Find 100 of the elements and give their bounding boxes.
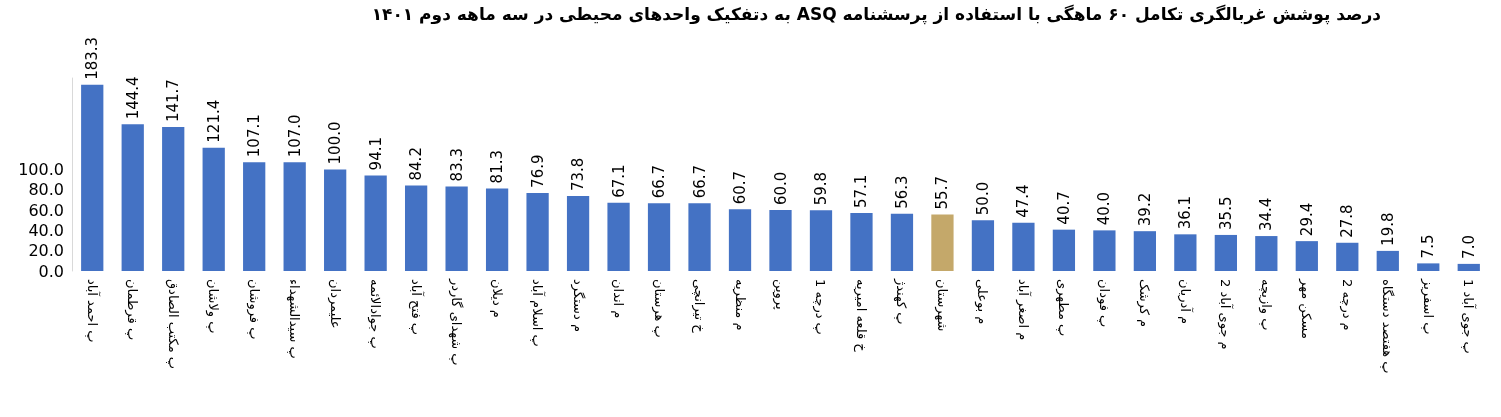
data-label: 35.5 bbox=[1216, 196, 1235, 230]
x-tick-label: پ اسلام آباد bbox=[530, 279, 547, 347]
x-tick-label: م آدریان bbox=[1176, 279, 1194, 324]
x-tick-label: پ هفتصد دستگاه bbox=[1380, 279, 1396, 374]
x-tick-label: م کرشک bbox=[1136, 279, 1153, 328]
data-label: 55.7 bbox=[933, 176, 952, 210]
data-label: 84.2 bbox=[407, 147, 426, 181]
x-tick-label: پ اسفریز bbox=[1419, 278, 1436, 335]
bar bbox=[809, 210, 833, 271]
data-label: 19.8 bbox=[1378, 212, 1397, 246]
x-tick-label: پ احمد آباد bbox=[84, 279, 101, 343]
y-tick-label: 0.0 bbox=[38, 261, 64, 281]
data-label: 66.7 bbox=[690, 164, 709, 199]
bar bbox=[1336, 242, 1359, 271]
x-tick-label: پ فتح آباد bbox=[407, 279, 425, 336]
bar bbox=[1012, 222, 1035, 271]
x-tick-label: م اصغر آباد bbox=[1014, 279, 1032, 341]
x-tick-label: م منظریه bbox=[731, 279, 748, 331]
data-label: 66.7 bbox=[650, 164, 669, 199]
x-tick-label: م دیلان bbox=[489, 279, 505, 318]
x-tick-label: پ جوی آباد 1 bbox=[1460, 279, 1478, 354]
bar bbox=[971, 220, 995, 271]
bar bbox=[1214, 234, 1237, 271]
bar bbox=[728, 209, 752, 271]
data-label: 36.1 bbox=[1176, 195, 1195, 230]
bar bbox=[162, 127, 185, 271]
data-label: 121.4 bbox=[204, 99, 223, 143]
data-label: 100.0 bbox=[326, 121, 345, 165]
data-label: 29.4 bbox=[1297, 202, 1316, 237]
data-label: 60.7 bbox=[731, 170, 750, 205]
data-label: 107.1 bbox=[245, 114, 264, 158]
x-tick-label: پ مکتب الصادق bbox=[164, 279, 181, 370]
data-label: 59.8 bbox=[811, 171, 830, 206]
x-tick-label: پ کهندژ bbox=[893, 278, 910, 325]
bar bbox=[526, 192, 549, 271]
bar bbox=[607, 202, 630, 271]
data-label: 73.8 bbox=[569, 157, 588, 192]
x-tick-label: پروین bbox=[772, 279, 788, 310]
data-label: 60.0 bbox=[771, 171, 790, 206]
bar bbox=[283, 162, 306, 271]
data-label: 39.2 bbox=[1135, 192, 1154, 227]
bar bbox=[1174, 234, 1197, 271]
bar bbox=[405, 185, 428, 271]
x-tick-label: م درچه 2 bbox=[1338, 279, 1355, 331]
bar bbox=[647, 203, 671, 271]
x-tick-label: پ مطهری bbox=[1055, 279, 1072, 337]
x-tick-label: علیمردان bbox=[326, 279, 343, 329]
bar bbox=[445, 186, 468, 271]
data-label: 27.8 bbox=[1338, 204, 1357, 238]
y-tick-label: 40.0 bbox=[28, 220, 64, 240]
x-tick-label: پ سیدالشهداء bbox=[286, 279, 303, 359]
x-tick-label: م جوی آباد 2 bbox=[1217, 279, 1235, 350]
bar bbox=[1052, 229, 1076, 271]
bar bbox=[485, 188, 509, 271]
bar bbox=[364, 175, 387, 271]
x-tick-label: پ ولاشان bbox=[205, 279, 222, 334]
x-tick-label: شهرستان bbox=[933, 279, 950, 332]
data-label: 7.5 bbox=[1419, 234, 1438, 259]
x-tick-label: پ درچه 1 bbox=[812, 279, 829, 335]
x-tick-label: مسکن مهر bbox=[1298, 278, 1315, 339]
bar bbox=[769, 210, 792, 271]
y-tick-label: 20.0 bbox=[28, 241, 64, 261]
x-tick-label: پ هرستان bbox=[650, 279, 667, 338]
data-label: 107.0 bbox=[285, 114, 304, 158]
chart-title: درصد پوشش غربالگری تکامل ۶۰ ماهگی با استفاده از پرسشنامه ASQ به دتفکیک واحدهای محیطی در سه ماهه دوم ۱۴۰۱ bbox=[371, 4, 1381, 24]
bar bbox=[931, 214, 954, 271]
x-tick-label: م بوعلی bbox=[974, 279, 991, 325]
bar bbox=[1376, 250, 1399, 271]
bar bbox=[890, 213, 914, 271]
x-tick-label: پ فودان bbox=[1095, 279, 1112, 328]
x-tick-label: پ فروشان bbox=[245, 279, 262, 340]
x-tick-label: پ قرطمان bbox=[124, 279, 141, 341]
x-tick-label: پ جوادالائمه bbox=[367, 279, 384, 349]
y-tick-label: 60.0 bbox=[28, 200, 64, 220]
bar bbox=[1457, 263, 1480, 271]
data-label: 94.1 bbox=[366, 137, 385, 171]
bar bbox=[202, 147, 225, 271]
bar bbox=[1133, 231, 1157, 271]
bar bbox=[850, 213, 873, 271]
bar bbox=[688, 203, 711, 271]
x-tick-label: م دستگرد bbox=[569, 279, 586, 332]
bar bbox=[121, 124, 144, 271]
x-tick-label: خ تیرانچی bbox=[691, 279, 708, 334]
bar bbox=[1417, 263, 1440, 271]
data-label: 40.0 bbox=[1095, 191, 1114, 226]
data-label: 141.7 bbox=[164, 79, 183, 123]
y-tick-label: 100.0 bbox=[18, 159, 64, 179]
data-label: 50.0 bbox=[973, 181, 992, 216]
data-label: 83.3 bbox=[447, 147, 466, 182]
x-tick-label: پ شهدای گاردر bbox=[448, 278, 465, 366]
data-label: 76.9 bbox=[528, 154, 547, 188]
bar bbox=[1093, 230, 1116, 271]
data-label: 183.3 bbox=[83, 36, 102, 80]
data-label: 47.4 bbox=[1014, 184, 1033, 218]
data-label: 67.1 bbox=[609, 164, 628, 198]
bar bbox=[324, 169, 347, 271]
y-tick-label: 80.0 bbox=[28, 180, 64, 200]
bar bbox=[243, 162, 266, 271]
x-tick-label: خ قلعه امیریه bbox=[852, 279, 869, 353]
data-label: 7.0 bbox=[1459, 235, 1478, 259]
